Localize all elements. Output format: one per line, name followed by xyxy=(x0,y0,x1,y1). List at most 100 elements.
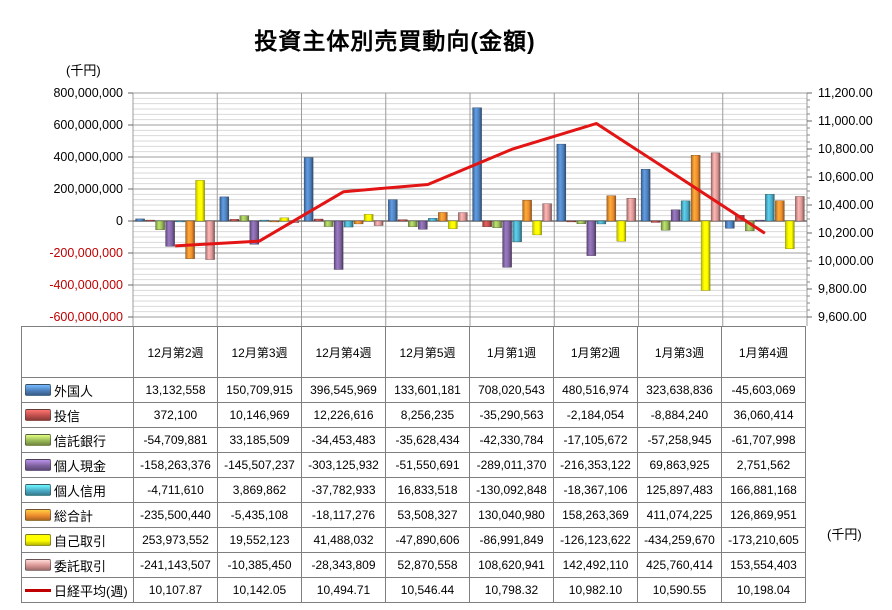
value-cell: -5,435,108 xyxy=(217,502,302,528)
value-cell: 41,488,032 xyxy=(301,527,386,553)
series-label-cell: 投信 xyxy=(21,402,134,428)
value-cell: 10,546.44 xyxy=(385,577,470,603)
column-header: 1月第4週 xyxy=(721,326,806,378)
series-label: 日経平均(週) xyxy=(54,583,128,599)
left-axis-tick: 800,000,000 xyxy=(53,86,123,100)
value-cell: -54,709,881 xyxy=(133,427,218,453)
left-axis-tick: 200,000,000 xyxy=(53,182,123,196)
value-cell: 150,709,915 xyxy=(217,377,302,403)
data-table: 12月第2週 12月第3週 12月第4週 12月第5週 1月第1週 1月第2週 1月第3週 1… xyxy=(21,326,806,603)
bar xyxy=(725,220,735,229)
column-header: 12月第2週 xyxy=(133,326,218,378)
value-cell: 2,751,562 xyxy=(721,452,806,478)
value-cell: -42,330,784 xyxy=(469,427,554,453)
table-header-row: 12月第2週 12月第3週 12月第4週 12月第5週 1月第1週 1月第2週 1月第3週 1… xyxy=(21,326,806,378)
bar xyxy=(710,152,721,222)
value-cell: 13,132,558 xyxy=(133,377,218,403)
left-axis-tick: -600,000,000 xyxy=(49,310,123,324)
value-cell: 372,100 xyxy=(133,402,218,428)
legend-swatch xyxy=(25,484,51,496)
bar xyxy=(640,169,651,222)
value-cell: -57,258,945 xyxy=(637,427,722,453)
bar xyxy=(269,220,280,223)
table-row: 外国人 13,132,558 150,709,915 396,545,969 133,6… xyxy=(21,377,806,403)
value-cell: 411,074,225 xyxy=(637,502,722,528)
value-cell: 10,590.55 xyxy=(637,577,722,603)
series-label-cell: 個人現金 xyxy=(21,452,134,478)
value-cell: 10,198.04 xyxy=(721,577,806,603)
bar xyxy=(155,220,165,230)
right-axis-tick: 9,800.00 xyxy=(818,282,867,296)
value-cell: -4,711,610 xyxy=(133,477,218,503)
chart-title: 投資主体別売買動向(金額) xyxy=(254,28,536,54)
bar xyxy=(458,212,468,222)
left-axis-tick: -200,000,000 xyxy=(49,246,123,260)
legend-swatch xyxy=(25,559,51,571)
bar xyxy=(428,218,438,222)
value-cell: -126,123,622 xyxy=(553,527,638,553)
series-label: 個人信用 xyxy=(54,483,107,499)
value-cell: -86,991,849 xyxy=(469,527,554,553)
column-header: 12月第4週 xyxy=(301,326,386,378)
bar xyxy=(363,214,374,222)
value-cell: -434,259,670 xyxy=(637,527,722,553)
table-row: 日経平均(週) 10,107.87 10,142.05 10,494.71 10,546… xyxy=(21,577,806,603)
bar xyxy=(175,220,185,223)
value-cell: -37,782,933 xyxy=(301,477,386,503)
bar xyxy=(755,219,765,222)
legend-swatch xyxy=(25,409,51,421)
value-cell: 36,060,414 xyxy=(721,402,806,428)
bar xyxy=(418,220,428,230)
bar xyxy=(373,220,384,226)
value-cell: 396,545,969 xyxy=(301,377,386,403)
bar xyxy=(249,220,260,245)
bar xyxy=(606,195,617,222)
series-label: 個人現金 xyxy=(54,458,107,474)
value-cell: -18,117,276 xyxy=(301,502,386,528)
bar xyxy=(522,199,532,222)
bar xyxy=(482,220,492,227)
bar xyxy=(279,217,290,222)
left-axis-tick: 600,000,000 xyxy=(53,118,123,132)
value-cell: -2,184,054 xyxy=(553,402,638,428)
column-header: 1月第2週 xyxy=(553,326,638,378)
bar xyxy=(576,220,587,224)
bar xyxy=(165,220,175,247)
right-axis-tick: 10,800.00 xyxy=(818,142,874,156)
left-axis-tick: 0 xyxy=(116,214,123,228)
table-row: 信託銀行 -54,709,881 33,185,509 -34,453,483 -35,… xyxy=(21,427,806,453)
legend-line-swatch xyxy=(25,588,51,592)
value-cell: 10,798.32 xyxy=(469,577,554,603)
series-label: 外国人 xyxy=(54,383,94,399)
series-label-cell: 委託取引 xyxy=(21,552,134,578)
value-cell: 19,552,123 xyxy=(217,527,302,553)
value-cell: 166,881,168 xyxy=(721,477,806,503)
right-axis-tick: 10,400.00 xyxy=(818,198,874,212)
series-label-cell: 自己取引 xyxy=(21,527,134,553)
bar xyxy=(512,220,522,243)
bar xyxy=(219,196,230,222)
bar xyxy=(670,209,681,222)
value-cell: 10,146,969 xyxy=(217,402,302,428)
series-label: 総合計 xyxy=(54,508,94,524)
table-row: 個人信用 -4,711,610 3,869,862 -37,782,933 16,833… xyxy=(21,477,806,503)
value-cell: 708,020,543 xyxy=(469,377,554,403)
left-axis-unit-label: (千円) xyxy=(66,63,101,78)
bar xyxy=(398,219,408,222)
value-cell: 8,256,235 xyxy=(385,402,470,428)
value-cell: 10,494.71 xyxy=(301,577,386,603)
table-corner-cell xyxy=(21,326,134,378)
value-cell: -47,890,606 xyxy=(385,527,470,553)
bar xyxy=(229,219,240,222)
bar xyxy=(408,220,418,227)
value-cell: 253,973,552 xyxy=(133,527,218,553)
right-axis-unit-label: (千円) xyxy=(827,527,862,542)
series-label: 委託取引 xyxy=(54,558,107,574)
value-cell: -51,550,691 xyxy=(385,452,470,478)
value-cell: 52,870,558 xyxy=(385,552,470,578)
value-cell: -145,507,237 xyxy=(217,452,302,478)
value-cell: -235,500,440 xyxy=(133,502,218,528)
bar xyxy=(333,220,344,270)
bar xyxy=(135,218,145,222)
